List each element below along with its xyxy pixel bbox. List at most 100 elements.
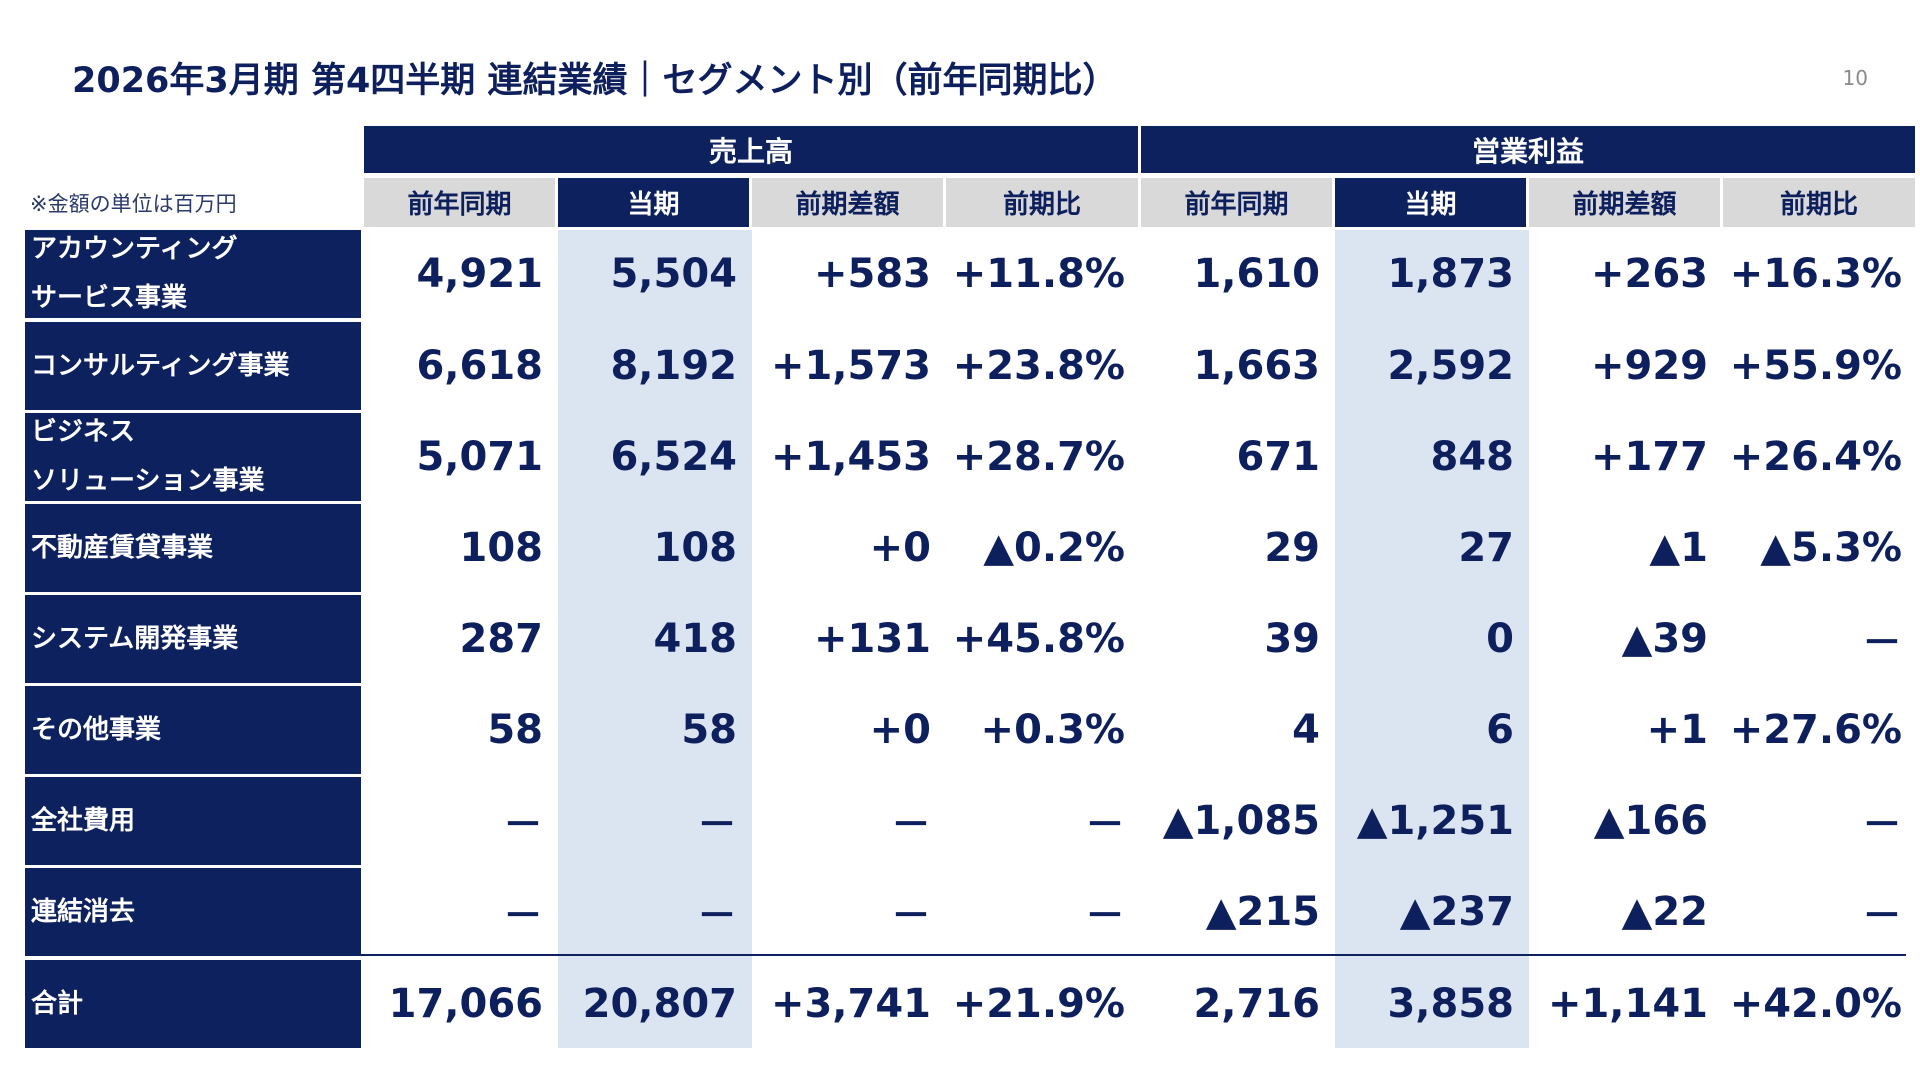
current-op-column-highlight xyxy=(1335,230,1529,1048)
table-cell: +929 xyxy=(1590,343,1708,389)
table-cell: 5,504 xyxy=(610,251,737,297)
table-cell: +1,573 xyxy=(770,343,931,389)
table-cell: +177 xyxy=(1590,434,1708,480)
table-cell: － xyxy=(1862,620,1902,666)
table-cell: ▲1,251 xyxy=(1356,798,1514,844)
table-cell: 108 xyxy=(459,525,544,571)
table-cell: ▲237 xyxy=(1399,889,1514,935)
table-cell: 3,858 xyxy=(1387,981,1514,1027)
table-cell: ▲215 xyxy=(1205,889,1320,935)
table-cell: － xyxy=(503,893,543,939)
table-cell: － xyxy=(1085,893,1125,939)
col-header-sales-diff: 前期差額 xyxy=(752,178,943,227)
table-cell: 6,524 xyxy=(610,434,737,480)
total-separator xyxy=(361,954,1906,956)
table-cell: 1,873 xyxy=(1387,251,1514,297)
row-label: コンサルティング事業 xyxy=(25,322,361,410)
table-cell: 6 xyxy=(1486,707,1514,753)
current-sales-column-highlight xyxy=(558,230,752,1048)
col-header-sales-prior: 前年同期 xyxy=(364,178,555,227)
table-cell: +26.4% xyxy=(1729,434,1902,480)
table-cell: 671 xyxy=(1236,434,1321,480)
row-label: アカウンティング サービス事業 xyxy=(25,230,361,318)
table-cell: 8,192 xyxy=(610,343,737,389)
table-cell: 20,807 xyxy=(582,981,737,1027)
table-cell: 287 xyxy=(459,616,544,662)
table-cell: 2,592 xyxy=(1387,343,1514,389)
table-cell: ▲5.3% xyxy=(1760,525,1902,571)
group-header-sales: 売上高 xyxy=(364,126,1138,173)
table-cell: － xyxy=(1085,802,1125,848)
table-cell: － xyxy=(891,893,931,939)
table-cell: ▲39 xyxy=(1621,616,1708,662)
table-cell: 6,618 xyxy=(416,343,543,389)
row-label-line: システム開発事業 xyxy=(31,623,239,654)
table-cell: +1 xyxy=(1646,707,1708,753)
page-title: 2026年3月期 第4四半期 連結業績｜セグメント別（前年同期比） xyxy=(72,61,1118,101)
row-label: ビジネスソリューション事業 xyxy=(25,413,361,501)
row-label-line: 連結消去 xyxy=(31,896,136,927)
table-cell: － xyxy=(503,802,543,848)
table-cell: － xyxy=(1862,893,1902,939)
row-label-line: その他事業 xyxy=(31,714,162,745)
table-cell: － xyxy=(891,802,931,848)
row-label: 不動産賃貸事業 xyxy=(25,504,361,592)
table-cell: 2,716 xyxy=(1193,981,1320,1027)
row-label-line: サービス事業 xyxy=(31,283,188,313)
unit-note: ※金額の単位は百万円 xyxy=(30,192,237,216)
group-header-operating-profit: 営業利益 xyxy=(1141,126,1915,173)
row-label: その他事業 xyxy=(25,686,361,774)
table-cell: +28.7% xyxy=(952,434,1125,480)
table-cell: － xyxy=(697,802,737,848)
table-cell: +0.3% xyxy=(980,707,1125,753)
col-header-op-diff: 前期差額 xyxy=(1529,178,1720,227)
col-header-op-prior: 前年同期 xyxy=(1141,178,1332,227)
table-cell: 39 xyxy=(1264,616,1320,662)
table-cell: 5,071 xyxy=(416,434,543,480)
table-cell: 17,066 xyxy=(388,981,543,1027)
table-cell: － xyxy=(1862,802,1902,848)
row-label-line: ビジネス xyxy=(31,417,136,447)
table-cell: +16.3% xyxy=(1729,251,1902,297)
row-label-line: 合計 xyxy=(31,988,84,1019)
col-header-sales-ratio: 前期比 xyxy=(946,178,1138,227)
page-number: 10 xyxy=(1842,66,1868,90)
table-cell: +11.8% xyxy=(952,251,1125,297)
table-cell: 58 xyxy=(681,707,737,753)
col-header-op-ratio: 前期比 xyxy=(1723,178,1915,227)
table-cell: +27.6% xyxy=(1729,707,1902,753)
table-cell: ▲1 xyxy=(1649,525,1708,571)
table-cell: 1,610 xyxy=(1193,251,1320,297)
table-cell: +0 xyxy=(869,707,931,753)
table-cell: ▲22 xyxy=(1621,889,1708,935)
table-cell: ▲0.2% xyxy=(983,525,1125,571)
row-label-line: 全社費用 xyxy=(31,805,136,836)
row-label-line: アカウンティング xyxy=(31,234,238,264)
table-cell: +263 xyxy=(1590,251,1708,297)
table-cell: 27 xyxy=(1458,525,1514,571)
table-cell: 418 xyxy=(653,616,738,662)
table-cell: +583 xyxy=(813,251,931,297)
table-cell: 848 xyxy=(1430,434,1515,480)
row-label-line: コンサルティング事業 xyxy=(31,350,290,381)
col-header-sales-current: 当期 xyxy=(558,178,749,227)
table-cell: +1,453 xyxy=(770,434,931,480)
row-label-line: ソリューション事業 xyxy=(31,466,265,496)
table-cell: 29 xyxy=(1264,525,1320,571)
col-header-op-current: 当期 xyxy=(1335,178,1526,227)
table-cell: +131 xyxy=(813,616,931,662)
row-label: 全社費用 xyxy=(25,777,361,865)
table-cell: 1,663 xyxy=(1193,343,1320,389)
table-cell: ▲1,085 xyxy=(1162,798,1320,844)
table-cell: ▲166 xyxy=(1593,798,1708,844)
table-cell: +45.8% xyxy=(952,616,1125,662)
table-cell: +55.9% xyxy=(1729,343,1902,389)
table-cell: +0 xyxy=(869,525,931,571)
row-label-line: 不動産賃貸事業 xyxy=(31,532,214,563)
table-cell: 4 xyxy=(1292,707,1320,753)
table-cell: 0 xyxy=(1486,616,1514,662)
table-cell: +3,741 xyxy=(770,981,931,1027)
table-cell: +1,141 xyxy=(1547,981,1708,1027)
row-label: システム開発事業 xyxy=(25,595,361,683)
